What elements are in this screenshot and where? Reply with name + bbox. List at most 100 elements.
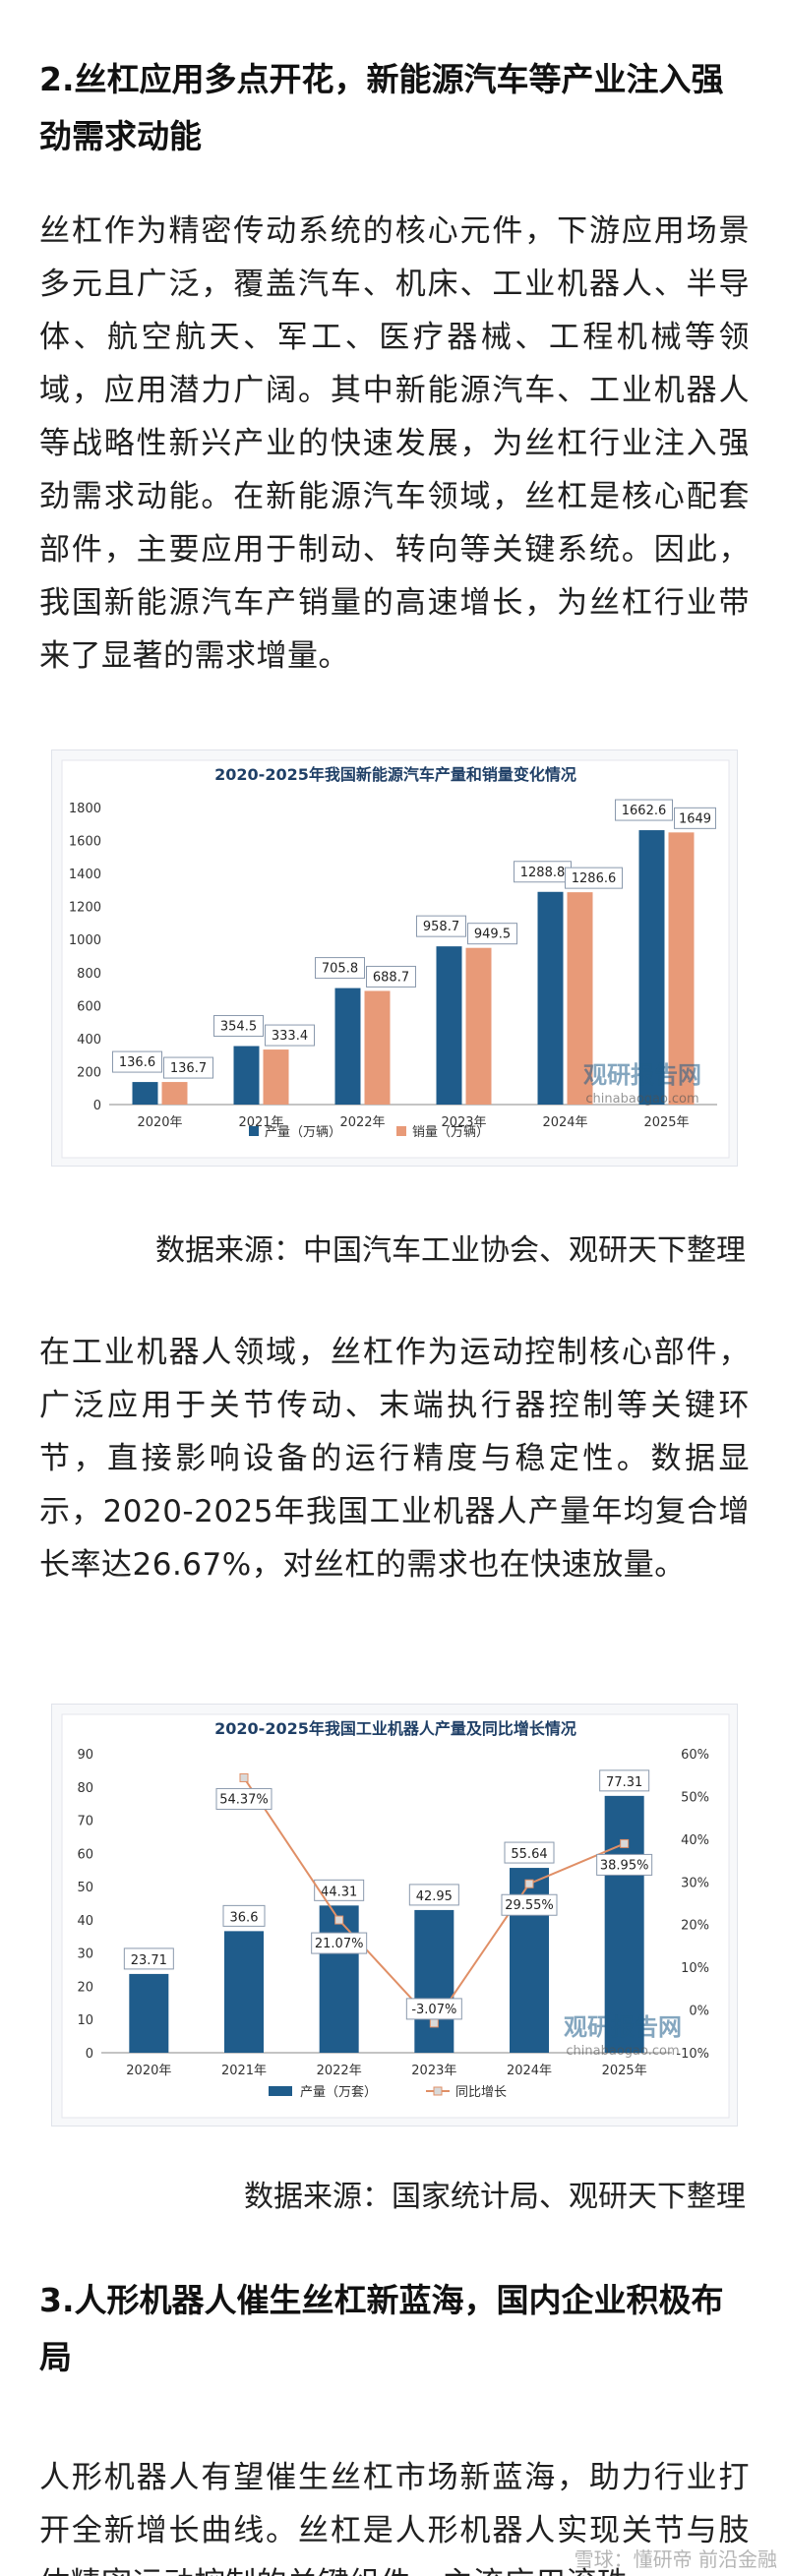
chart-1-data-label: 949.5 [474,928,511,942]
chart-1-y-tick: 1400 [69,868,101,882]
section-heading-3: 3.人形机器人催生丝杠新蓝海，国内企业积极布局 [39,2281,724,2376]
chart-1-x-tick: 2020年 [137,1115,182,1130]
chart-1-data-label: 1649 [679,811,711,826]
chart-1-label-box [674,807,716,829]
chart-1-y-tick: 1600 [69,835,101,850]
chart-2-legend-production: 产量（万套） [300,2084,377,2100]
chart-1-label-box [315,957,365,980]
chart-2-y-tick-right: 0% [689,2005,709,2019]
chart-1-bar-sales [263,1049,289,1105]
chart-2-bar-label: 36.6 [230,1910,259,1925]
chart-2-bar-production [319,1905,359,2053]
chart-2-bar-production [224,1931,264,2053]
chart-2-growth-label-box [405,1998,462,2020]
nev-production-sales-chart: 2020-2025年我国新能源汽车产量和销量变化情况 0 200 400 600 800 1… [61,759,730,1159]
chart-2-bar-label-box [314,1879,365,1901]
chart-1-bar-production [537,891,564,1105]
chart-1-y-tick: 1800 [69,802,101,816]
chart-1-data-label: 333.4 [272,1029,308,1044]
chart-2-y-tick-left: 90 [77,1748,93,1763]
chart-2-y-tick-right: 30% [681,1876,709,1890]
data-source-2: 数据来源：国家统计局、观研天下整理 [244,2180,746,2214]
chart-1-title: 2020-2025年我国新能源汽车产量和销量变化情况 [214,765,576,784]
chart-2-bar-label: 42.95 [416,1889,453,1904]
chart-2-y-tick-left: 0 [86,2047,93,2062]
chart-2-growth-label-box [501,1893,558,1916]
chart-1-bar-sales [668,832,695,1105]
chart-2-x-tick: 2021年 [221,2064,267,2078]
chart-1-x-tick: 2023年 [441,1115,486,1130]
chart-1-label-box [416,915,466,937]
robot-chart-container: 2020-2025年我国工业机器人产量及同比增长情况 0 10 20 30 40 50 60 7… [51,1704,738,2127]
chart-1-x-tick: 2024年 [542,1115,587,1130]
chart-1-label-box [112,1050,162,1073]
chart-1-y-tick: 800 [77,967,101,982]
chart-1-label-box [565,867,623,889]
chart-1-bar-sales [364,990,391,1105]
chart-1-x-tick: 2022年 [339,1115,385,1130]
paragraph-nev: 丝杠作为精密传动系统的核心元件，下游应用场景多元且广泛，覆盖汽车、机床、工业机器… [39,213,750,674]
chart-1-data-label: 688.7 [373,970,409,985]
chart-2-bar-label-box [222,1904,266,1927]
chart-1-data-label: 136.7 [170,1061,207,1076]
chart-2-bar-label: 55.64 [511,1847,547,1862]
chart-2-bar-label: 23.71 [131,1953,167,1968]
chart-1-watermark-brand: 观研报告网 [583,1061,701,1089]
chart-2-legend-growth: 同比增长 [455,2085,507,2100]
nev-chart-container: 2020-2025年我国新能源汽车产量和销量变化情况 0 200 400 600 800 1… [51,749,738,1167]
chart-1-data-label: 705.8 [322,962,358,977]
chart-1-legend-swatch-production [249,1126,259,1136]
chart-2-title: 2020-2025年我国工业机器人产量及同比增长情况 [214,1719,576,1738]
chart-1-data-label: 136.6 [119,1055,155,1070]
chart-2-x-tick: 2022年 [317,2064,362,2078]
data-source-1: 数据来源：中国汽车工业协会、观研天下整理 [155,1233,746,1268]
chart-2-y-tick-right: 50% [681,1790,709,1805]
chart-1-y-tick: 0 [93,1099,101,1113]
chart-1-watermark-domain: chinabaogao.com [585,1092,698,1107]
chart-1-bar-sales [161,1082,188,1105]
chart-1-label-box [366,965,416,988]
chart-2-growth-label-box [311,1932,368,1954]
chart-2-growth-point [334,1915,344,1925]
chart-1-bar-production [132,1082,158,1105]
section-heading-2: 2.丝杠应用多点开花，新能源汽车等产业注入强劲需求动能 [39,60,724,155]
chart-1-legend-swatch-sales [396,1126,406,1136]
chart-2-growth-label: 54.37% [219,1792,269,1807]
chart-2-y-tick-right: -10% [676,2047,709,2062]
chart-1-data-label: 1662.6 [622,804,667,818]
chart-1-data-label: 1288.8 [520,866,566,880]
chart-2-bar-label-box [599,1769,650,1792]
chart-2-bar-production [604,1795,644,2053]
chart-2-watermark-brand: 观研报告网 [564,2013,682,2041]
industrial-robot-chart: 2020-2025年我国工业机器人产量及同比增长情况 0 10 20 30 40 50 60 7… [61,1713,730,2119]
chart-1-y-tick: 1200 [69,901,101,916]
chart-1-y-tick: 600 [77,999,101,1014]
chart-2-x-tick: 2024年 [507,2064,552,2078]
chart-2-growth-point [524,1879,534,1888]
chart-2-growth-label: 21.07% [315,1937,364,1951]
chart-2-growth-point [429,2018,439,2028]
chart-2-y-tick-left: 70 [77,1815,93,1829]
chart-2-y-tick-right: 10% [681,1961,709,1976]
chart-2-bar-label: 44.31 [321,1885,357,1899]
chart-2-y-tick-left: 60 [77,1847,93,1862]
chart-1-label-box [213,1015,264,1038]
chart-2-watermark-domain: chinabaogao.com [566,2044,679,2059]
paragraph-humanoid: 人形机器人有望催生丝杠市场新蓝海，助力行业打开全新增长曲线。丝杠是人形机器人实现… [39,2460,750,2576]
chart-1-label-box [615,799,673,821]
chart-2-bar-production [129,1973,169,2053]
chart-1-label-box [467,923,517,945]
chart-1-bar-production [638,830,665,1105]
paragraph-robot: 在工业机器人领域，丝杠作为运动控制核心部件，广泛应用于关节传动、末端执行器控制等… [39,1335,750,1583]
chart-1-data-label: 1286.6 [572,871,617,886]
chart-1-bar-production [233,1046,260,1105]
chart-1-y-tick: 1000 [69,933,101,948]
chart-1-bar-production [436,946,462,1105]
chart-2-y-tick-right: 60% [681,1748,709,1763]
chart-1-label-box [163,1056,213,1079]
chart-2-y-tick-left: 30 [77,1947,93,1962]
footer-watermark: 雪球：懂研帝 前沿金融 [574,2547,777,2571]
chart-2-y-tick-left: 80 [77,1781,93,1796]
chart-2-y-tick-left: 50 [77,1881,93,1895]
chart-2-legend-marker-growth [433,2086,443,2096]
